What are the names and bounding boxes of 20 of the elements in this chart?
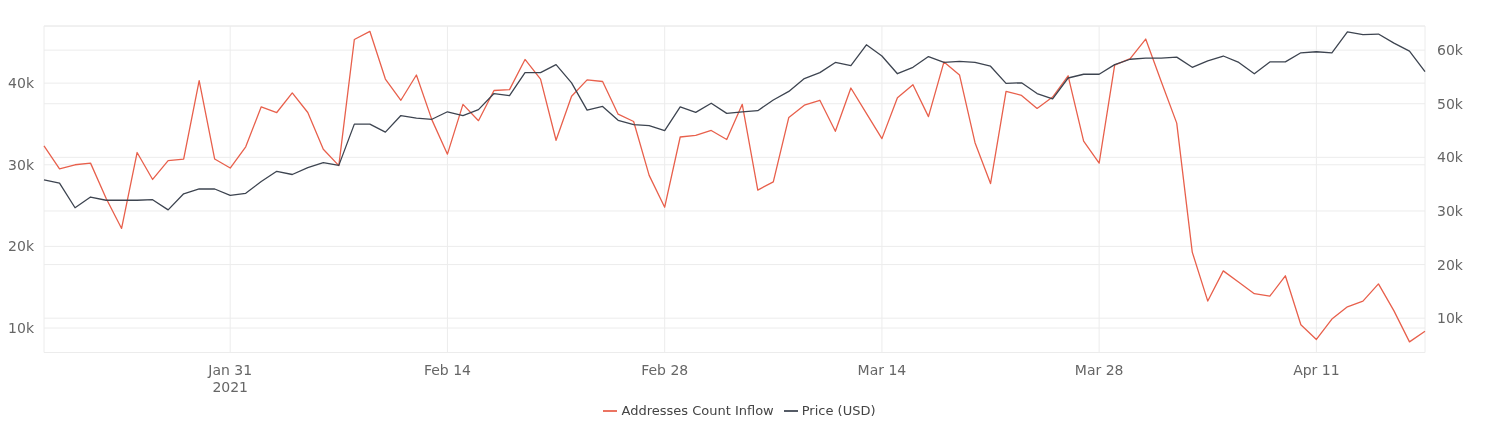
- x-tick-label: Apr 11: [1293, 361, 1340, 378]
- x-tick-label: Mar 14: [857, 361, 907, 378]
- x-tick-label: Feb 28: [641, 361, 689, 378]
- x-tick-label: Feb 14: [423, 361, 472, 378]
- y-tick-label: 30k: [8, 156, 35, 173]
- y-tick-label: 10k: [8, 320, 35, 337]
- line-series: [43, 30, 1426, 343]
- y-tick-label: 40k: [8, 75, 35, 92]
- legend-label: Price (USD): [801, 402, 876, 418]
- x-tick-label: Jan 31 2021: [207, 361, 253, 395]
- x-tick-label: Mar 28: [1074, 361, 1124, 378]
- line-series: [43, 31, 1426, 211]
- y-tick-label: 20k: [8, 238, 35, 255]
- y2-tick-label: 10k: [1437, 310, 1464, 327]
- y2-tick-label: 20k: [1437, 256, 1464, 273]
- y2-tick-label: 30k: [1437, 202, 1464, 219]
- y2-tick-label: 60k: [1437, 42, 1464, 59]
- y2-tick-label: 50k: [1437, 95, 1464, 112]
- legend-label: Addresses Count Inflow: [621, 402, 774, 418]
- y2-tick-label: 40k: [1437, 149, 1464, 166]
